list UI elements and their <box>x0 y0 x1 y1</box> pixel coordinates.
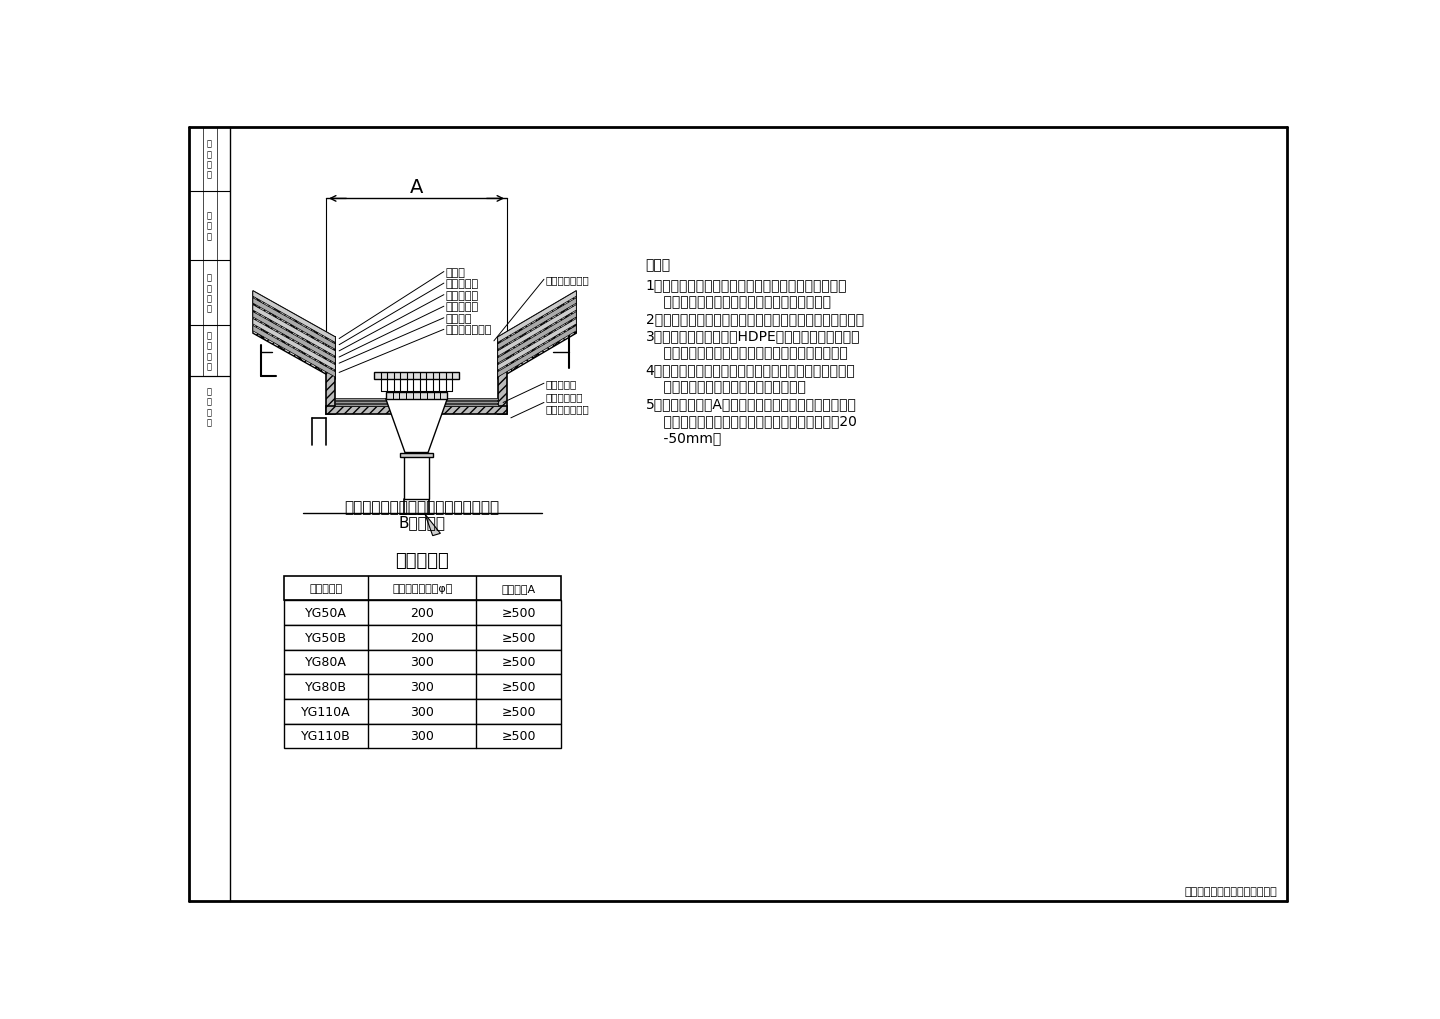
Text: 3、雨水斗出水尾管采用HDPE或不锈钢材质，以适应: 3、雨水斗出水尾管采用HDPE或不锈钢材质，以适应 <box>645 329 860 343</box>
Text: YG110A: YG110A <box>301 705 351 718</box>
Text: 彩板封槽或堵头: 彩板封槽或堵头 <box>546 275 589 285</box>
Text: YG110B: YG110B <box>301 730 351 743</box>
Text: 工
程
名
称: 工 程 名 称 <box>207 331 212 371</box>
Text: 密封膏垫层: 密封膏垫层 <box>445 279 478 288</box>
Polygon shape <box>425 515 441 536</box>
Bar <box>284 675 562 699</box>
Bar <box>399 453 433 458</box>
Text: 计量院测试，各种参数均居于国内领先地位。: 计量院测试，各种参数均居于国内领先地位。 <box>645 296 831 310</box>
Text: 有压流（虹吸式）雨水斗安装图: 有压流（虹吸式）雨水斗安装图 <box>1184 887 1277 897</box>
Polygon shape <box>253 306 336 357</box>
Text: 雨水斗型号: 雨水斗型号 <box>310 584 343 593</box>
Text: ≥500: ≥500 <box>501 631 536 644</box>
Polygon shape <box>253 319 336 371</box>
Text: 附加防水层: 附加防水层 <box>445 290 478 301</box>
Text: 图
纸
目
录: 图 纸 目 录 <box>207 140 212 179</box>
Text: 彩板角压条: 彩板角压条 <box>546 379 577 389</box>
Text: ≥500: ≥500 <box>501 730 536 743</box>
Polygon shape <box>386 399 448 453</box>
Bar <box>336 398 498 400</box>
Text: 300: 300 <box>410 730 435 743</box>
Text: 钢板天沟: 钢板天沟 <box>445 314 472 323</box>
Text: B型雨水斗: B型雨水斗 <box>399 515 446 530</box>
Bar <box>336 401 498 404</box>
Bar <box>325 407 507 415</box>
Text: 修
改
记
录: 修 改 记 录 <box>207 273 212 314</box>
Polygon shape <box>498 306 576 357</box>
Text: 彩钢夹芯板或
压型钢板夹芯板: 彩钢夹芯板或 压型钢板夹芯板 <box>546 392 589 414</box>
Text: ≥500: ≥500 <box>501 705 536 718</box>
Bar <box>374 372 459 380</box>
Text: 会
签
栏: 会 签 栏 <box>207 211 212 242</box>
Bar <box>498 337 507 415</box>
Polygon shape <box>253 299 336 350</box>
Text: ≥500: ≥500 <box>501 606 536 620</box>
Text: 2、雨水斗由进水导流罩、整流器、斗体、出水尾管组成。: 2、雨水斗由进水导流罩、整流器、斗体、出水尾管组成。 <box>645 312 864 326</box>
Text: 密封膏垫层: 密封膏垫层 <box>445 302 478 312</box>
Polygon shape <box>253 326 336 378</box>
Text: YG80A: YG80A <box>305 656 347 668</box>
Bar <box>284 650 562 675</box>
Polygon shape <box>498 291 576 380</box>
Text: A: A <box>410 178 423 197</box>
Polygon shape <box>253 312 336 364</box>
Polygon shape <box>498 326 576 378</box>
Bar <box>284 576 562 601</box>
Text: YG80B: YG80B <box>305 681 347 693</box>
Bar <box>325 337 336 415</box>
Bar <box>284 626 562 650</box>
Text: 1、吉祥系列压力流雨水斗其性能优良，全部通过国家: 1、吉祥系列压力流雨水斗其性能优良，全部通过国家 <box>645 278 847 292</box>
Text: YG50B: YG50B <box>305 631 347 644</box>
Polygon shape <box>498 291 576 343</box>
Text: 防水层: 防水层 <box>445 267 465 277</box>
Polygon shape <box>498 299 576 350</box>
Text: 200: 200 <box>410 631 435 644</box>
Text: 5、钢板天沟宽度A按工程设计，但不应小于表中数值。: 5、钢板天沟宽度A按工程设计，但不应小于表中数值。 <box>645 396 857 411</box>
Bar <box>284 699 562 723</box>
Bar <box>284 601 562 626</box>
Polygon shape <box>498 312 576 364</box>
Text: 钢板天沟留洞（φ）: 钢板天沟留洞（φ） <box>392 584 452 593</box>
Text: 说明：: 说明： <box>645 258 671 272</box>
Text: -50mm。: -50mm。 <box>645 431 721 444</box>
Text: 彩钢夹芯复合板: 彩钢夹芯复合板 <box>445 325 492 335</box>
Text: 雨水斗在轻钢结构屋面钢板天沟内安装: 雨水斗在轻钢结构屋面钢板天沟内安装 <box>344 499 500 515</box>
Text: 不同材质系统的需求，便于安装并有效防止漏气。: 不同材质系统的需求，便于安装并有效防止漏气。 <box>645 346 847 360</box>
Bar <box>284 723 562 748</box>
Text: 4、雨水斗在单层钢板或不锈钢板天沟（檐沟）内安装可: 4、雨水斗在单层钢板或不锈钢板天沟（檐沟）内安装可 <box>645 363 855 377</box>
Text: 采用氩弧焊与天沟（檐沟）直接焊接。: 采用氩弧焊与天沟（檐沟）直接焊接。 <box>645 380 805 394</box>
Text: 安装雨水斗部位的钢板天沟高度宜低于其他部位20: 安装雨水斗部位的钢板天沟高度宜低于其他部位20 <box>645 414 857 428</box>
Text: 300: 300 <box>410 681 435 693</box>
Polygon shape <box>498 319 576 371</box>
Text: 安装尺寸表: 安装尺寸表 <box>396 551 449 570</box>
Bar <box>405 453 429 499</box>
Text: YG50A: YG50A <box>305 606 347 620</box>
Polygon shape <box>253 291 336 343</box>
Polygon shape <box>253 291 336 380</box>
Text: 200: 200 <box>410 606 435 620</box>
Bar <box>336 405 498 407</box>
Text: 300: 300 <box>410 656 435 668</box>
Text: 图
纸
名
称: 图 纸 名 称 <box>207 387 212 427</box>
Text: ≥500: ≥500 <box>501 656 536 668</box>
Text: ≥500: ≥500 <box>501 681 536 693</box>
Text: 天沟宽度A: 天沟宽度A <box>501 584 536 593</box>
Text: 300: 300 <box>410 705 435 718</box>
Bar <box>386 393 448 399</box>
